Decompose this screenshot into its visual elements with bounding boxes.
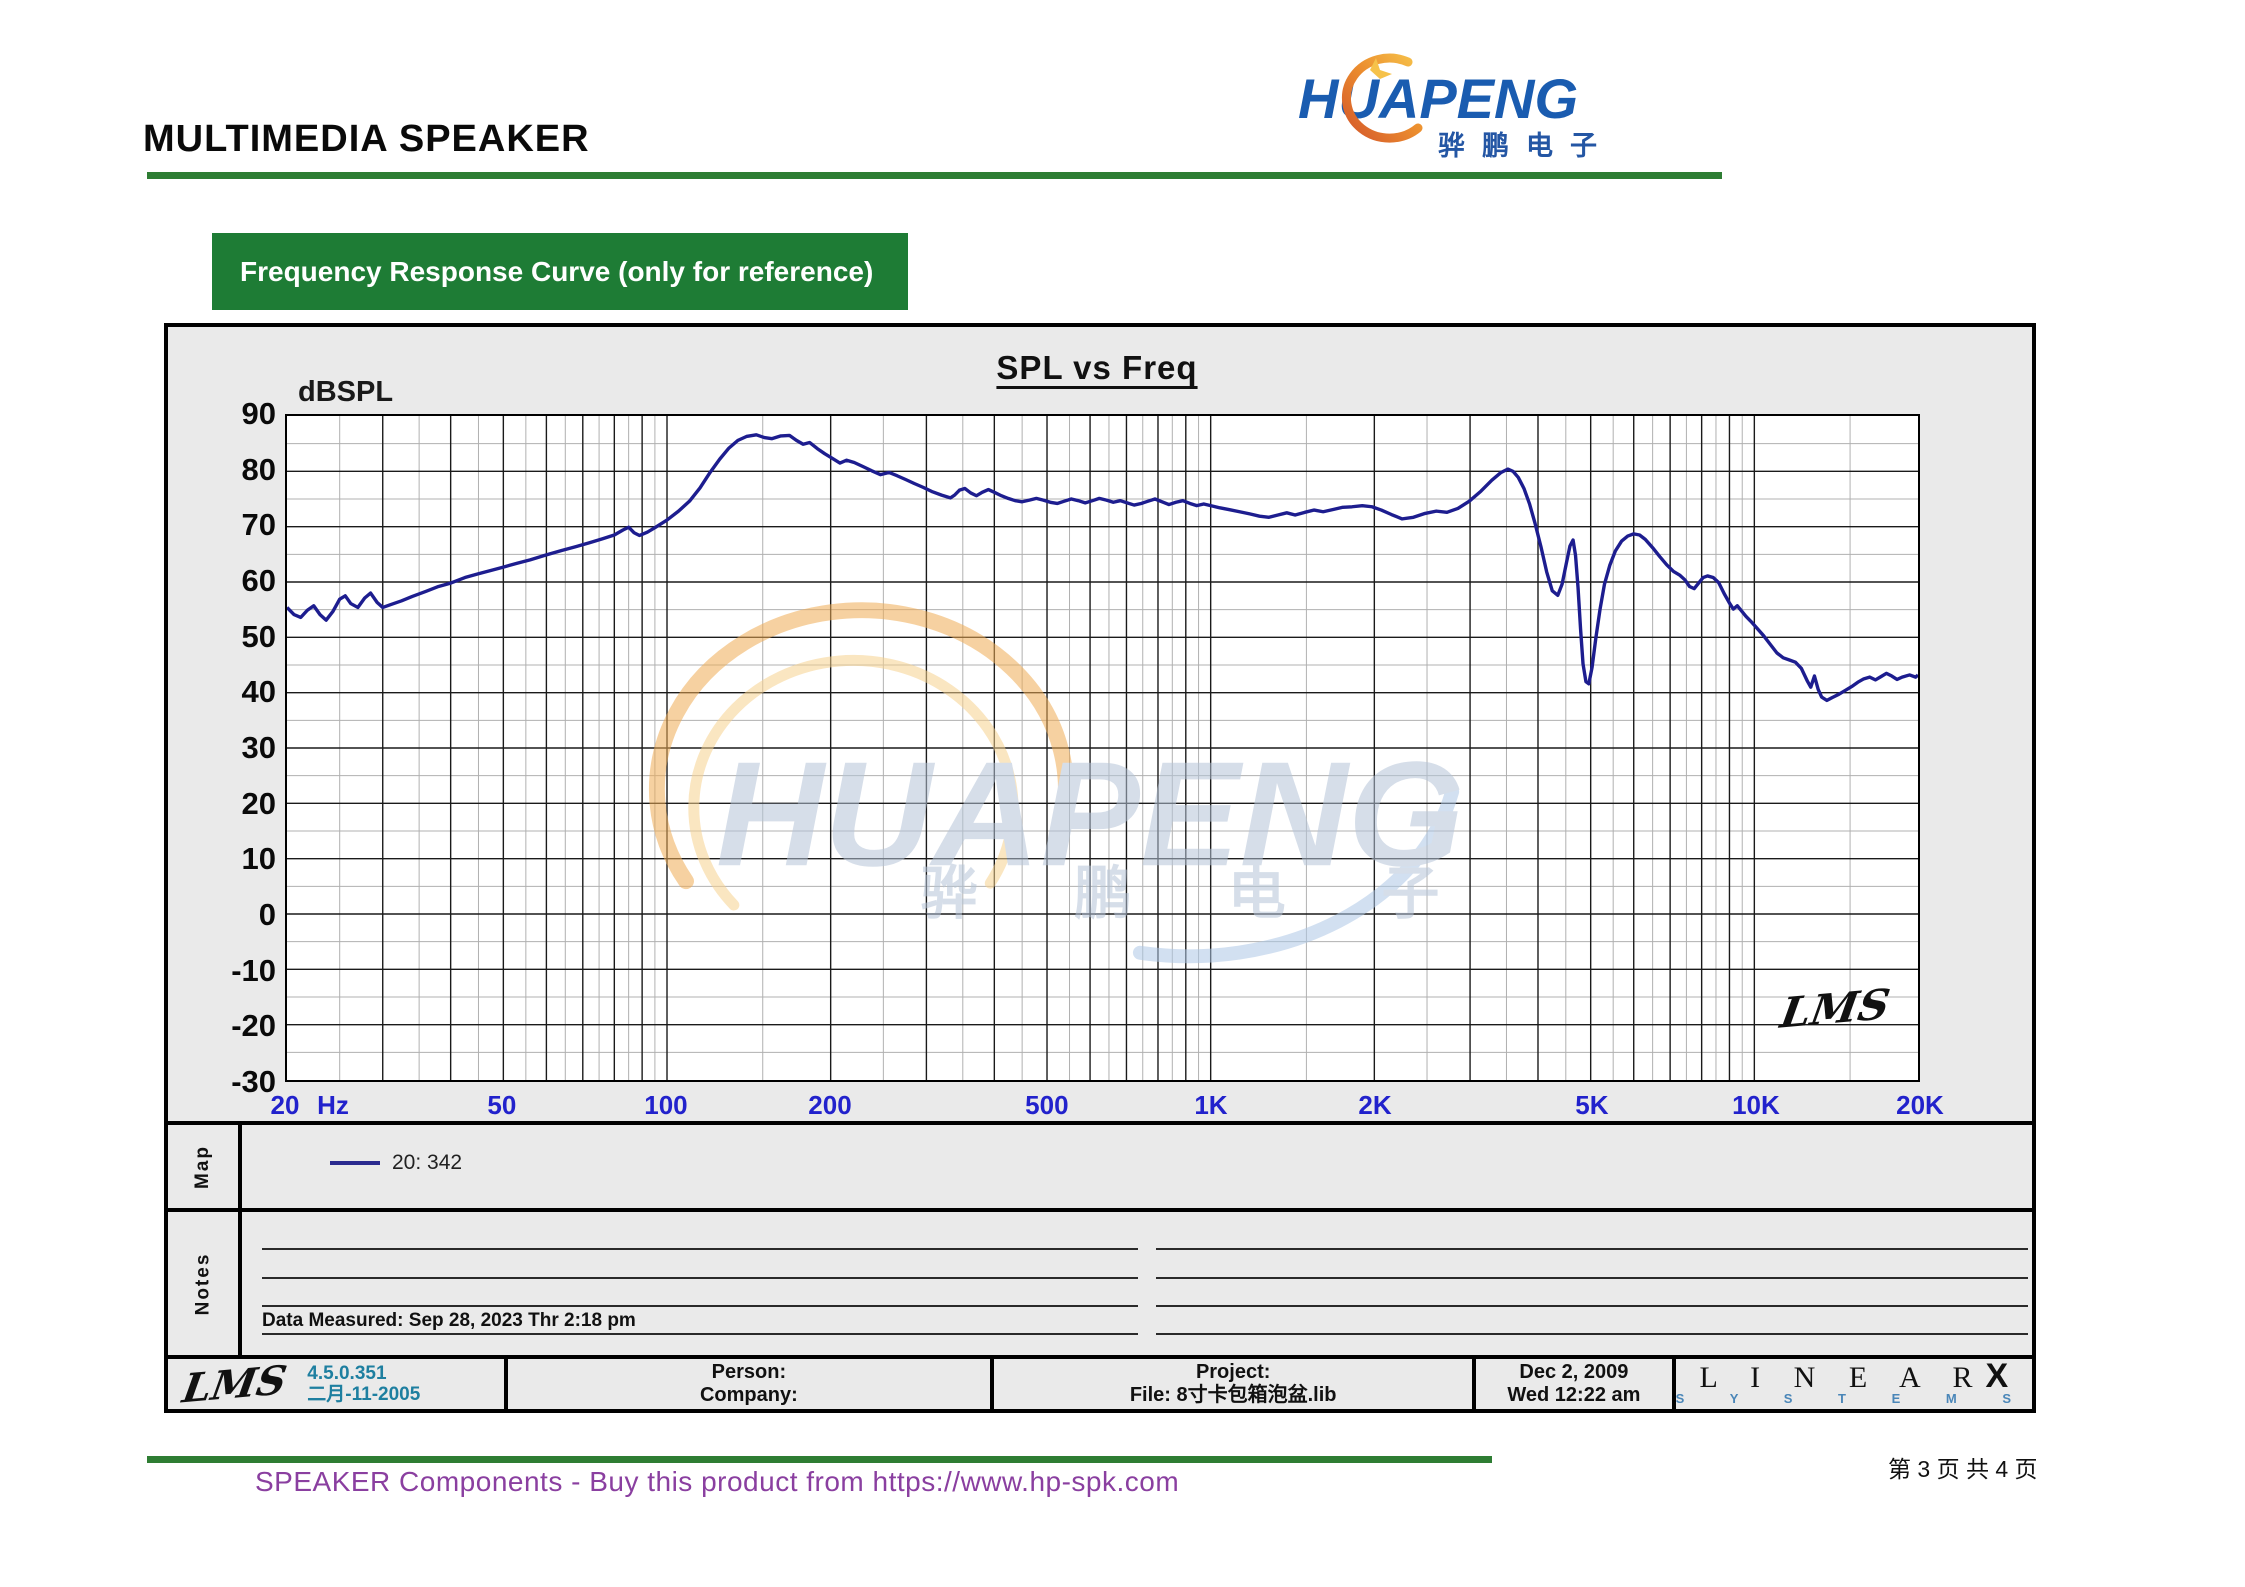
x-axis-tick-label: 2K [1358, 1090, 1392, 1120]
project-label: Project: [1195, 1361, 1271, 1383]
notes-line [1156, 1248, 2028, 1250]
y-axis-tick-label: 0 [258, 897, 276, 932]
y-axis-tick-label: 50 [241, 618, 276, 654]
notes-row: Notes Data Measured: Sep 28, 2023 Thr 2:… [168, 1212, 2032, 1355]
x-axis-tick-label: 50 [487, 1090, 517, 1120]
legend-item: 20: 342 [330, 1151, 462, 1175]
report-time: Wed 12:22 am [1507, 1384, 1641, 1406]
notes-line [262, 1248, 1138, 1250]
page-title: MULTIMEDIA SPEAKER [143, 118, 590, 160]
y-axis-tick-label: 60 [241, 563, 276, 598]
page-number: 第 3 页 共 4 页 [1888, 1456, 2038, 1482]
logo-swoosh-icon [1341, 53, 1423, 143]
y-axis-title: dBSPL [298, 376, 394, 408]
chart-title: SPL vs Freq [996, 349, 1198, 386]
footer-project-cell: Project: File: 8寸卡包箱泡盆.lib [994, 1359, 1477, 1409]
linearx-text: L I N E A R [1699, 1361, 1986, 1394]
person-label: Person: [711, 1361, 787, 1383]
notes-line [262, 1333, 1138, 1335]
lms-version-date: 二月-11-2005 [307, 1384, 421, 1405]
report-date: Dec 2, 2009 [1519, 1361, 1629, 1383]
y-axis-tick-label: 30 [241, 730, 276, 765]
x-axis-tick-label: 5K [1575, 1090, 1609, 1120]
map-row: Map 20: 342 [168, 1121, 2032, 1212]
map-label: Map [192, 1144, 213, 1189]
footer-date-cell: Dec 2, 2009 Wed 12:22 am [1476, 1359, 1676, 1409]
footer-person-cell: Person: Company: [508, 1359, 995, 1409]
x-axis-tick-label: 100 [644, 1090, 688, 1120]
notes-line [1156, 1277, 2028, 1279]
footer-divider [147, 1456, 1492, 1463]
notes-label: Notes [191, 1252, 213, 1315]
huapeng-logo: HUAPENG 骅鹏电子 [1298, 53, 1614, 161]
header-divider [147, 172, 1722, 179]
watermark-subtext: 骅 鹏 电 子 [920, 862, 1479, 926]
lms-logo: LMS [179, 1356, 290, 1412]
project-file: File: 8寸卡包箱泡盆.lib [1129, 1384, 1337, 1406]
logo-wordmark-text: HUAPENG [1298, 67, 1578, 130]
y-axis-tick-label: 70 [241, 507, 276, 543]
purchase-link[interactable]: SPEAKER Components - Buy this product fr… [255, 1466, 1180, 1497]
x-axis-tick-label: 1K [1194, 1090, 1228, 1120]
y-axis-tick-label: 90 [241, 396, 276, 431]
map-row-header: Map [168, 1125, 242, 1208]
watermark-text: HUAPENG [716, 731, 1464, 898]
y-axis-tick-label: 40 [241, 674, 276, 710]
y-axis-tick-label: 80 [241, 451, 276, 487]
x-axis-tick-label: 20 [270, 1090, 300, 1120]
notes-row-header: Notes [168, 1212, 242, 1355]
section-banner: Frequency Response Curve (only for refer… [212, 233, 908, 310]
watermark-blue-swoosh-icon [1132, 784, 1460, 964]
legend-line-swatch [330, 1161, 380, 1165]
linearx-systems-text: S Y S T E M S [1675, 1391, 2032, 1406]
notes-line [262, 1305, 1138, 1307]
linearx-x: X [1985, 1357, 2009, 1395]
y-axis-tick-label: -30 [231, 1064, 276, 1099]
y-axis-tick-label: -10 [231, 952, 276, 988]
footer-linearx-cell: L I N E A RX S Y S T E M S [1676, 1359, 2032, 1409]
x-axis-tick-label: Hz [317, 1090, 349, 1120]
logo-spark-icon [1370, 58, 1392, 79]
frequency-response-curve [287, 433, 1918, 703]
lms-version-number: 4.5.0.351 [307, 1363, 387, 1384]
watermark-orange-swoosh-icon [648, 602, 1074, 890]
logo-cjk-text: 骅鹏电子 [1438, 131, 1614, 161]
legend-label: 20: 342 [392, 1151, 463, 1174]
notes-line [1156, 1333, 2028, 1335]
lms-signature: LMS [1777, 979, 1894, 1038]
notes-line [1156, 1305, 2028, 1307]
data-measured-text: Data Measured: Sep 28, 2023 Thr 2:18 pm [262, 1310, 636, 1331]
lms-version: 4.5.0.351 二月-11-2005 [307, 1363, 420, 1405]
company-label: Company: [699, 1384, 798, 1406]
report-footer: LMS 4.5.0.351 二月-11-2005 Person: Company… [168, 1355, 2032, 1412]
x-axis-tick-label: 10K [1732, 1090, 1780, 1120]
watermark-yellow-swoosh-icon [688, 654, 1019, 911]
x-axis-tick-label: 500 [1025, 1090, 1069, 1120]
x-axis-tick-label: 200 [808, 1090, 852, 1120]
y-axis-tick-label: 10 [241, 841, 276, 877]
notes-line [262, 1277, 1138, 1279]
footer-lms-cell: LMS 4.5.0.351 二月-11-2005 [168, 1356, 508, 1412]
map-content: 20: 342 [242, 1125, 2032, 1208]
y-axis-tick-label: -20 [231, 1008, 276, 1044]
linearx-logo: L I N E A RX [1699, 1359, 2008, 1394]
y-axis-tick-label: 20 [241, 785, 276, 821]
x-axis-tick-label: 20K [1896, 1090, 1944, 1120]
